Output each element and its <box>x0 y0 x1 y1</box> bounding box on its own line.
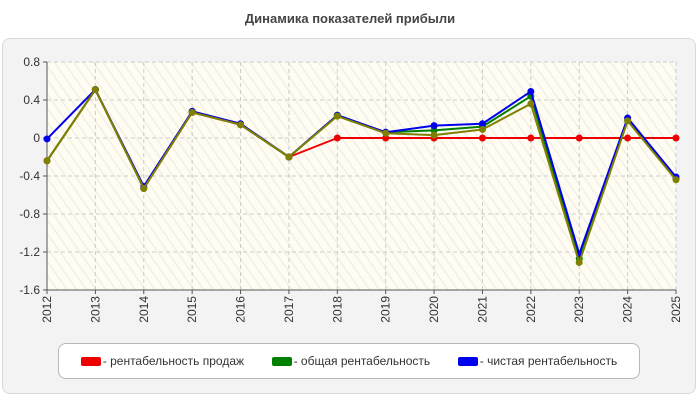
series-overlay-point <box>624 117 632 125</box>
series-overlay-point <box>91 86 99 94</box>
x-tick-label: 2024 <box>621 296 635 323</box>
x-tick-label: 2020 <box>427 296 441 323</box>
legend-swatch-net <box>457 356 478 366</box>
y-tick-label: -1.2 <box>19 245 40 259</box>
legend-item-net[interactable]: - чистая рентабельность <box>457 354 618 368</box>
series-sales-point <box>672 134 680 142</box>
series-overlay-point <box>478 125 486 133</box>
y-tick-label: -0.8 <box>19 207 40 221</box>
y-tick-label: 0.4 <box>23 93 40 107</box>
series-net-point <box>43 135 51 143</box>
x-tick-label: 2021 <box>475 296 489 323</box>
x-tick-label: 2023 <box>572 296 586 323</box>
chart-title: Динамика показателей прибыли <box>244 11 456 26</box>
x-tick-label: 2022 <box>524 296 538 323</box>
y-tick-label: 0.8 <box>23 55 40 69</box>
x-tick-label: 2012 <box>40 296 54 323</box>
series-net-point <box>430 122 438 130</box>
legend-swatch-general <box>271 356 292 366</box>
y-tick-label: -0.4 <box>19 169 40 183</box>
series-sales-point <box>527 134 535 142</box>
series-overlay-point <box>430 131 438 139</box>
series-net-point <box>478 120 486 128</box>
series-overlay-point <box>575 258 583 266</box>
legend-item-general[interactable]: - общая рентабельность <box>271 354 431 368</box>
series-overlay-point <box>140 184 148 192</box>
legend-item-sales[interactable]: - рентабельность продаж <box>80 354 245 368</box>
series-overlay-point <box>672 176 680 184</box>
x-tick-label: 2013 <box>88 296 102 323</box>
x-tick-label: 2016 <box>234 296 248 323</box>
series-sales-point <box>478 134 486 142</box>
series-sales-point <box>333 134 341 142</box>
x-tick-label: 2019 <box>379 296 393 323</box>
x-tick-label: 2014 <box>137 296 151 323</box>
series-net-point <box>527 87 535 95</box>
series-overlay-point <box>333 112 341 120</box>
series-overlay-point <box>188 108 196 116</box>
series-overlay-point <box>285 153 293 161</box>
series-overlay-point <box>237 121 245 129</box>
legend-label-general: - общая рентабельность <box>293 354 431 368</box>
series-overlay-point <box>527 100 535 108</box>
legend-label-sales: - рентабельность продаж <box>102 354 245 368</box>
y-tick-label: -1.6 <box>19 283 40 297</box>
series-overlay-point <box>43 157 51 165</box>
series-overlay-line <box>46 88 677 264</box>
legend: - рентабельность продаж - общая рентабел… <box>58 343 640 379</box>
series-sales-point <box>575 134 583 142</box>
legend-label-net: - чистая рентабельность <box>479 354 618 368</box>
x-tick-label: 2025 <box>669 296 683 323</box>
legend-swatch-sales <box>80 356 101 366</box>
series-sales-point <box>624 134 632 142</box>
x-tick-label: 2018 <box>330 296 344 323</box>
y-tick-label: 0 <box>33 131 40 145</box>
series-overlay-point <box>382 129 390 137</box>
x-tick-label: 2015 <box>185 296 199 323</box>
x-tick-label: 2017 <box>282 296 296 323</box>
